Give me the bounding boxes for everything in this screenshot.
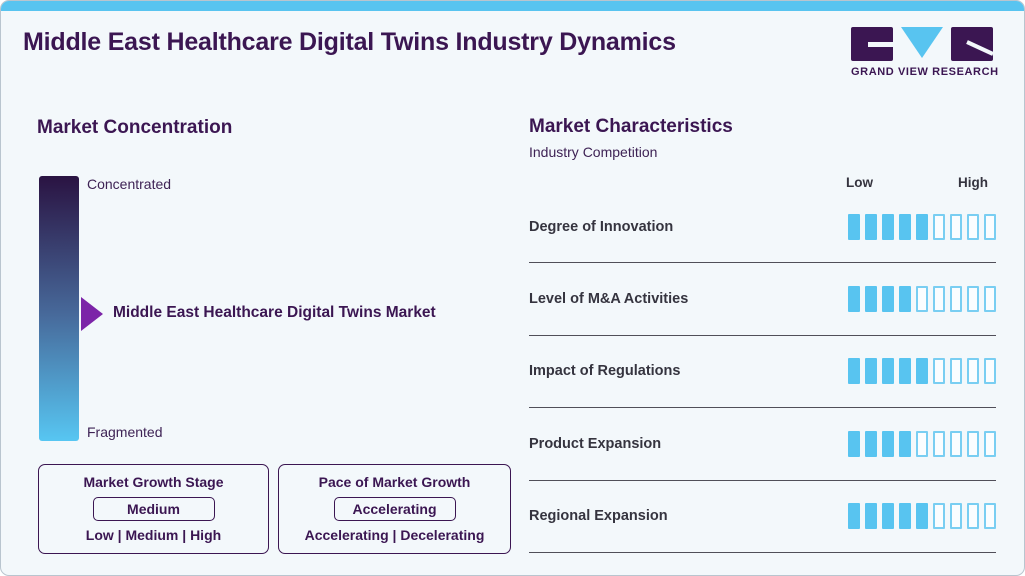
characteristic-label: Product Expansion <box>529 435 662 452</box>
characteristic-row: Regional Expansion <box>529 481 996 553</box>
rating-bar-filled <box>865 213 877 240</box>
rating-bar-filled <box>848 430 860 457</box>
rating-bar-empty <box>967 430 979 457</box>
rating-bar-empty <box>950 503 962 530</box>
market-name-label: Middle East Healthcare Digital Twins Mar… <box>113 304 436 321</box>
market-position-arrow-icon <box>81 297 103 331</box>
market-concentration-title: Market Concentration <box>37 117 233 138</box>
rating-bar-empty <box>950 430 962 457</box>
rating-bar-filled <box>899 503 911 530</box>
logo-letter-v-icon <box>901 27 943 58</box>
scale-label-low: Low <box>846 175 873 190</box>
rating-bar-filled <box>916 213 928 240</box>
growth-stage-title: Market Growth Stage <box>83 474 224 490</box>
rating-bar-filled <box>882 213 894 240</box>
pace-options: Accelerating | Decelerating <box>304 527 485 543</box>
rating-bar-filled <box>899 358 911 385</box>
rating-bar-filled <box>882 503 894 530</box>
characteristic-label: Degree of Innovation <box>529 218 674 235</box>
characteristic-label: Level of M&A Activities <box>529 291 689 308</box>
page-title: Middle East Healthcare Digital Twins Ind… <box>23 28 676 56</box>
rating-bars <box>848 503 996 530</box>
concentration-gradient-bar <box>39 176 79 441</box>
logo-letter-g-icon <box>851 27 893 61</box>
rating-bar-filled <box>848 358 860 385</box>
market-growth-stage-box: Market Growth Stage Medium Low | Medium … <box>38 464 269 554</box>
characteristic-label: Regional Expansion <box>529 508 668 525</box>
rating-bar-filled <box>899 213 911 240</box>
characteristic-row: Impact of Regulations <box>529 336 996 409</box>
growth-stage-selected-chip: Medium <box>92 496 215 521</box>
top-accent-bar <box>1 1 1024 11</box>
rating-bar-filled <box>865 430 877 457</box>
rating-bar-filled <box>916 503 928 530</box>
gvr-logo: GRAND VIEW RESEARCH <box>851 27 999 78</box>
rating-bar-empty <box>984 358 996 385</box>
rating-bar-empty <box>933 213 945 240</box>
rating-bar-filled <box>865 503 877 530</box>
rating-bar-empty <box>933 358 945 385</box>
characteristics-rows: Degree of Innovation Level of M&A Activit… <box>529 191 996 553</box>
rating-bar-filled <box>848 286 860 313</box>
market-characteristics-title: Market Characteristics <box>529 116 733 137</box>
rating-bar-empty <box>984 430 996 457</box>
rating-bar-filled <box>882 286 894 313</box>
rating-bar-empty <box>967 358 979 385</box>
rating-bar-filled <box>882 430 894 457</box>
rating-bars <box>848 213 996 240</box>
rating-bar-filled <box>865 358 877 385</box>
logo-letter-r-icon <box>951 27 993 61</box>
pace-selected-chip: Accelerating <box>333 496 456 521</box>
rating-bar-filled <box>848 213 860 240</box>
rating-bar-empty <box>933 503 945 530</box>
rating-bar-filled <box>899 430 911 457</box>
rating-bar-empty <box>950 358 962 385</box>
rating-bar-empty <box>933 430 945 457</box>
growth-stage-options: Low | Medium | High <box>85 527 222 543</box>
rating-bar-filled <box>899 286 911 313</box>
characteristic-row: Degree of Innovation <box>529 191 996 264</box>
pace-of-market-growth-box: Pace of Market Growth Accelerating Accel… <box>278 464 511 554</box>
characteristic-row: Level of M&A Activities <box>529 263 996 336</box>
rating-bar-empty <box>984 286 996 313</box>
industry-competition-subtitle: Industry Competition <box>529 144 658 160</box>
rating-bar-empty <box>950 286 962 313</box>
rating-bars <box>848 430 996 457</box>
rating-bar-filled <box>916 358 928 385</box>
rating-bar-empty <box>984 503 996 530</box>
characteristic-label: Impact of Regulations <box>529 363 681 380</box>
rating-bar-filled <box>882 358 894 385</box>
rating-bar-empty <box>916 286 928 313</box>
rating-bar-empty <box>950 213 962 240</box>
rating-bar-empty <box>933 286 945 313</box>
fragmented-label: Fragmented <box>87 424 163 440</box>
rating-bar-empty <box>967 286 979 313</box>
pace-title: Pace of Market Growth <box>318 474 471 490</box>
scale-label-high: High <box>958 175 988 190</box>
rating-bar-filled <box>848 503 860 530</box>
rating-bars <box>848 358 996 385</box>
rating-bar-empty <box>967 213 979 240</box>
concentrated-label: Concentrated <box>87 176 172 192</box>
rating-bar-empty <box>916 430 928 457</box>
characteristic-row: Product Expansion <box>529 408 996 481</box>
rating-bar-empty <box>967 503 979 530</box>
rating-bar-empty <box>984 213 996 240</box>
rating-bar-filled <box>865 286 877 313</box>
gvr-logo-mark <box>851 27 993 61</box>
rating-bars <box>848 286 996 313</box>
logo-wordmark: GRAND VIEW RESEARCH <box>851 66 999 78</box>
